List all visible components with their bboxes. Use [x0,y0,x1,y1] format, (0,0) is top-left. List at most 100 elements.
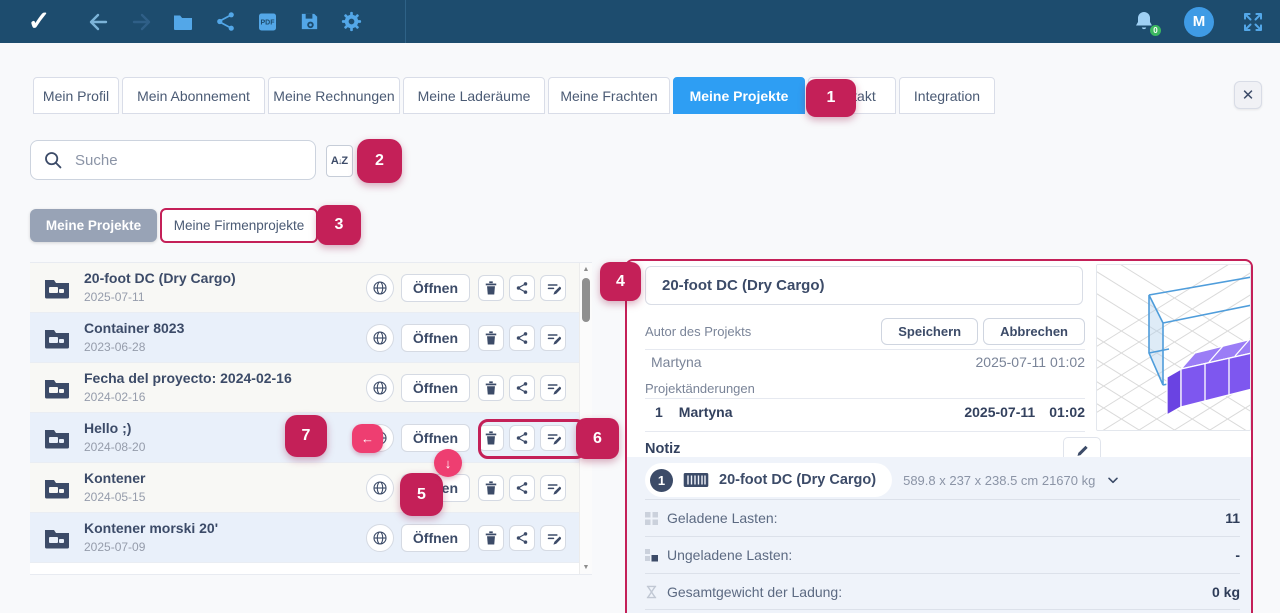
settings-gear-icon[interactable] [330,0,372,43]
open-project-button[interactable]: Öffnen [400,423,470,452]
scrollbar-thumb[interactable] [582,278,590,322]
loading-space-pill[interactable]: 1 20-foot DC (Dry Cargo) [645,463,893,497]
edit-rename-icon[interactable] [540,374,566,401]
delete-trash-icon[interactable] [478,374,504,401]
save-button[interactable]: Speichern [881,318,979,345]
stat-value: 0 kg [1211,583,1240,600]
edit-rename-icon[interactable] [540,274,566,301]
open-project-button[interactable]: Öffnen [400,473,470,502]
delete-trash-icon[interactable] [478,274,504,301]
public-link-globe-icon[interactable] [365,473,394,502]
share-project-icon[interactable] [509,324,535,351]
tab-meine-laderaeume[interactable]: Meine Laderäume [403,77,545,114]
edit-rename-icon[interactable] [540,324,566,351]
weight-hourglass-icon [645,585,658,599]
open-project-button[interactable]: Öffnen [400,523,470,552]
search-input[interactable] [75,151,303,169]
app-logo-check-icon: ✓ [27,6,51,36]
public-link-globe-icon[interactable] [365,423,394,452]
project-date: 2024-05-15 [84,489,146,504]
change-number: 1 [655,404,663,420]
scroll-up-icon[interactable]: ▲ [582,266,590,273]
share-project-icon[interactable] [509,424,535,451]
tab-mein-abonnement[interactable]: Mein Abonnement [122,77,265,114]
pencil-icon [1075,443,1090,458]
close-panel-button[interactable]: ✕ [1234,81,1262,109]
pdf-export-icon[interactable]: PDF [246,0,288,43]
svg-text:PDF: PDF [261,19,276,26]
project-detail-panel: Autor des Projekts Speichern Abbrechen M… [625,259,1253,613]
forward-icon[interactable] [120,0,162,43]
share-project-icon[interactable] [509,524,535,551]
public-link-globe-icon[interactable] [365,523,394,552]
delete-trash-icon[interactable] [478,324,504,351]
share-project-icon[interactable] [509,474,535,501]
share-project-icon[interactable] [509,274,535,301]
project-row[interactable]: Kontener 2024-05-15 Öffnen [30,463,579,513]
project-name: Fecha del proyecto: 2024-02-16 [84,369,292,386]
stat-label: Ungeladene Lasten: [667,547,793,563]
fullscreen-icon[interactable] [1240,0,1266,43]
project-title-input[interactable] [645,266,1083,305]
tab-meine-rechnungen[interactable]: Meine Rechnungen [268,77,400,114]
stat-value: 11 [1225,510,1240,526]
loading-space-number-badge: 1 [650,468,673,492]
tab-kontakt[interactable]: Kontakt [808,77,896,114]
chevron-down-icon[interactable] [1104,472,1122,488]
stat-row-total-weight: Gesamtgewicht der Ladung: 0 kg [645,573,1240,610]
tab-meine-projekte[interactable]: Meine Projekte [673,77,805,114]
delete-trash-icon[interactable] [478,524,504,551]
tab-my-projects[interactable]: Meine Projekte [30,209,157,242]
public-link-globe-icon[interactable] [365,323,394,352]
annotation-badge-2: 2 [357,139,402,183]
share-icon[interactable] [204,0,246,43]
share-project-icon[interactable] [509,374,535,401]
settings-tab-bar: Mein Profil Mein Abonnement Meine Rechnu… [33,77,995,114]
user-avatar[interactable]: M [1184,6,1214,37]
project-row[interactable]: Kontener morski 20' 2025-07-09 Öffnen [30,513,579,563]
project-date: 2025-07-11 [84,289,145,304]
change-author: Martyna [678,404,733,420]
public-link-globe-icon[interactable] [365,273,394,302]
scroll-down-icon[interactable]: ▼ [582,564,590,571]
public-link-globe-icon[interactable] [365,373,394,402]
project-folder-icon [44,277,70,299]
list-scrollbar[interactable]: ▲ ▼ [579,263,592,574]
container-icon [683,472,709,488]
notifications-bell-icon[interactable]: 0 [1132,9,1162,37]
project-list: 20-foot DC (Dry Cargo) 2025-07-11 Öffnen … [30,262,592,575]
edit-rename-icon[interactable] [540,424,566,451]
project-row[interactable]: Container 8023 2023-06-28 Öffnen [30,313,579,363]
back-icon[interactable] [78,0,120,43]
save-icon[interactable] [288,0,330,43]
tab-integration[interactable]: Integration [899,77,995,114]
open-project-button[interactable]: Öffnen [400,373,470,402]
delete-trash-icon[interactable] [478,474,504,501]
project-row[interactable]: Fecha del proyecto: 2024-02-16 2024-02-16… [30,363,579,413]
edit-rename-icon[interactable] [540,474,566,501]
project-row[interactable]: Hello ;) 2024-08-20 Öffnen [30,413,579,463]
note-label: Notiz [645,441,681,457]
project-date: 2024-02-16 [84,389,146,404]
created-datetime: 2025-07-11 01:02 [975,354,1086,370]
cancel-button[interactable]: Abbrechen [983,318,1085,345]
notification-count-badge: 0 [1149,23,1162,37]
open-project-button[interactable]: Öffnen [400,323,470,352]
tab-mein-profil[interactable]: Mein Profil [33,77,119,114]
changes-label: Projektänderungen [645,381,755,396]
tab-meine-frachten[interactable]: Meine Frachten [548,77,670,114]
project-folder-icon [44,527,70,549]
stat-row-unloaded: Ungeladene Lasten: - [645,536,1240,573]
stat-row-loaded: Geladene Lasten: 11 [645,499,1240,536]
toolbar-divider [405,0,406,43]
edit-rename-icon[interactable] [540,524,566,551]
change-date: 2025-07-11 [964,404,1036,420]
open-folder-icon[interactable] [162,0,204,43]
tab-company-projects[interactable]: Meine Firmenprojekte [160,208,318,243]
delete-trash-icon[interactable] [478,424,504,451]
cargo-3d-preview[interactable] [1096,264,1251,431]
stat-label: Gesamtgewicht der Ladung: [667,583,843,600]
sort-az-button[interactable]: A ↓ Z [326,145,353,177]
project-row[interactable]: 20-foot DC (Dry Cargo) 2025-07-11 Öffnen [30,263,579,313]
open-project-button[interactable]: Öffnen [400,273,470,302]
